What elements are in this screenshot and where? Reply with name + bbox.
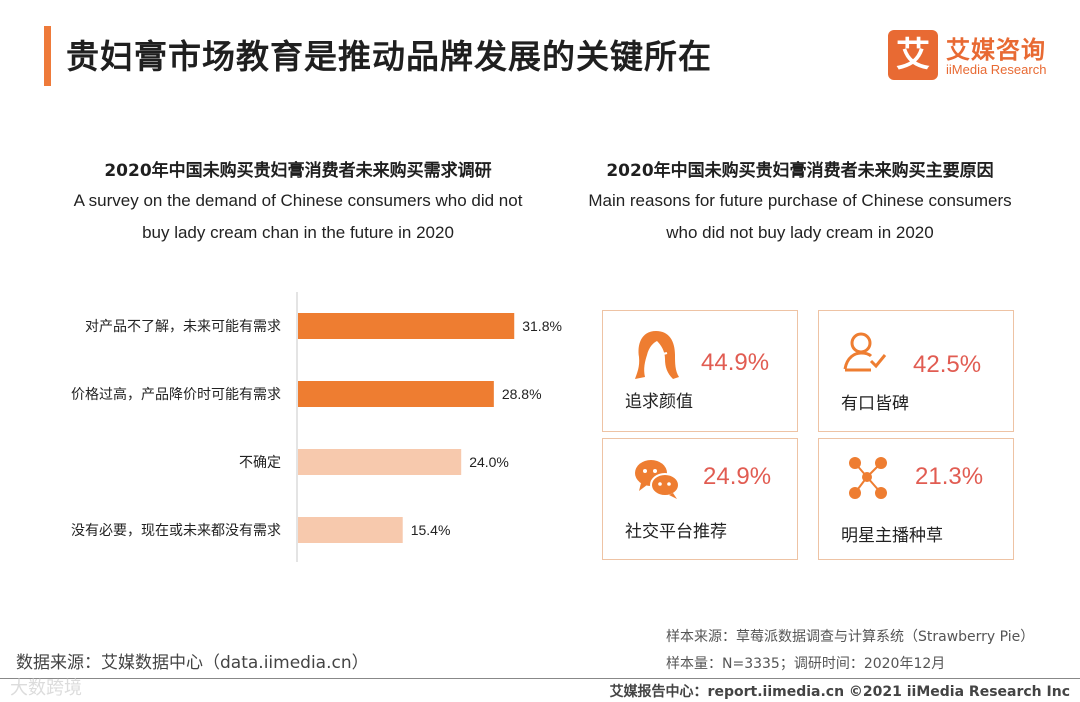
value-label: 28.8% bbox=[502, 386, 542, 402]
category-label: 不确定 bbox=[239, 455, 281, 471]
page-title: 贵妇膏市场教育是推动品牌发展的关键所在 bbox=[66, 37, 712, 76]
card-percent: 42.5% bbox=[913, 351, 982, 378]
card-label: 有口皆碑 bbox=[841, 394, 909, 414]
bar-chart: 对产品不了解，未来可能有需求 31.8% 价格过高，产品降价时可能有需求 28.8% 不… bbox=[71, 292, 562, 562]
hair-icon bbox=[635, 331, 679, 379]
left-chart-title: 2020年中国未购买贵妇膏消费者未来购买需求调研 bbox=[104, 161, 492, 181]
reason-card-reputation: 42.5% 有口皆碑 bbox=[818, 310, 1014, 432]
iimedia-logo: 艾 艾媒咨询 iiMedia Research bbox=[888, 30, 1063, 82]
logo-english-name: iiMedia Research bbox=[946, 62, 1047, 77]
card-label: 社交平台推荐 bbox=[625, 522, 727, 542]
social-network-icon bbox=[849, 457, 887, 499]
category-label: 价格过高，产品降价时可能有需求 bbox=[71, 386, 281, 403]
bar-0 bbox=[298, 313, 515, 339]
left-subtitle-line1: A survey on the demand of Chinese consum… bbox=[73, 191, 523, 210]
right-section-title: 2020年中国未购买贵妇膏消费者未来购买主要原因 bbox=[606, 161, 994, 181]
value-label: 31.8% bbox=[522, 318, 562, 334]
card-percent: 44.9% bbox=[701, 349, 770, 376]
card-label: 明星主播种草 bbox=[841, 526, 943, 546]
title-accent-bar bbox=[44, 26, 51, 86]
reason-card-appearance: 44.9% 追求颜值 bbox=[602, 310, 798, 432]
reason-card-social: 24.9% 社交平台推荐 bbox=[602, 438, 798, 560]
right-subtitle-line2: who did not buy lady cream in 2020 bbox=[666, 223, 934, 242]
chat-bubbles-icon bbox=[635, 460, 680, 499]
card-percent: 21.3% bbox=[915, 463, 984, 490]
logo-mark: 艾 bbox=[888, 30, 938, 80]
value-label: 15.4% bbox=[411, 522, 451, 538]
bar-1 bbox=[298, 381, 494, 407]
watermark: 大数跨境 bbox=[10, 678, 82, 699]
left-chart-subtitle: A survey on the demand of Chinese consum… bbox=[38, 185, 558, 249]
category-label: 没有必要，现在或未来都没有需求 bbox=[71, 523, 281, 539]
data-source: 数据来源：艾媒数据中心（data.iimedia.cn） bbox=[16, 653, 369, 673]
logo-chinese-name: 艾媒咨询 bbox=[946, 36, 1046, 64]
reason-card-celebrity: 21.3% 明星主播种草 bbox=[818, 438, 1014, 560]
footer-divider bbox=[0, 678, 1080, 679]
right-subtitle-line1: Main reasons for future purchase of Chin… bbox=[588, 191, 1012, 210]
sample-source: 样本来源：草莓派数据调查与计算系统（Strawberry Pie） bbox=[666, 629, 1035, 645]
category-label: 对产品不了解，未来可能有需求 bbox=[85, 319, 281, 335]
card-percent: 24.9% bbox=[703, 463, 772, 490]
user-check-icon bbox=[843, 332, 887, 372]
sample-size: 样本量：N=3335；调研时间：2020年12月 bbox=[666, 656, 946, 672]
bar-2 bbox=[298, 449, 462, 475]
card-label: 追求颜值 bbox=[625, 392, 693, 412]
value-label: 24.0% bbox=[469, 454, 509, 470]
right-section-subtitle: Main reasons for future purchase of Chin… bbox=[560, 185, 1040, 249]
bar-3 bbox=[298, 517, 403, 543]
report-center-link[interactable]: 艾媒报告中心：report.iimedia.cn ©2021 iiMedia R… bbox=[609, 684, 1070, 700]
left-subtitle-line2: buy lady cream chan in the future in 202… bbox=[142, 223, 454, 242]
